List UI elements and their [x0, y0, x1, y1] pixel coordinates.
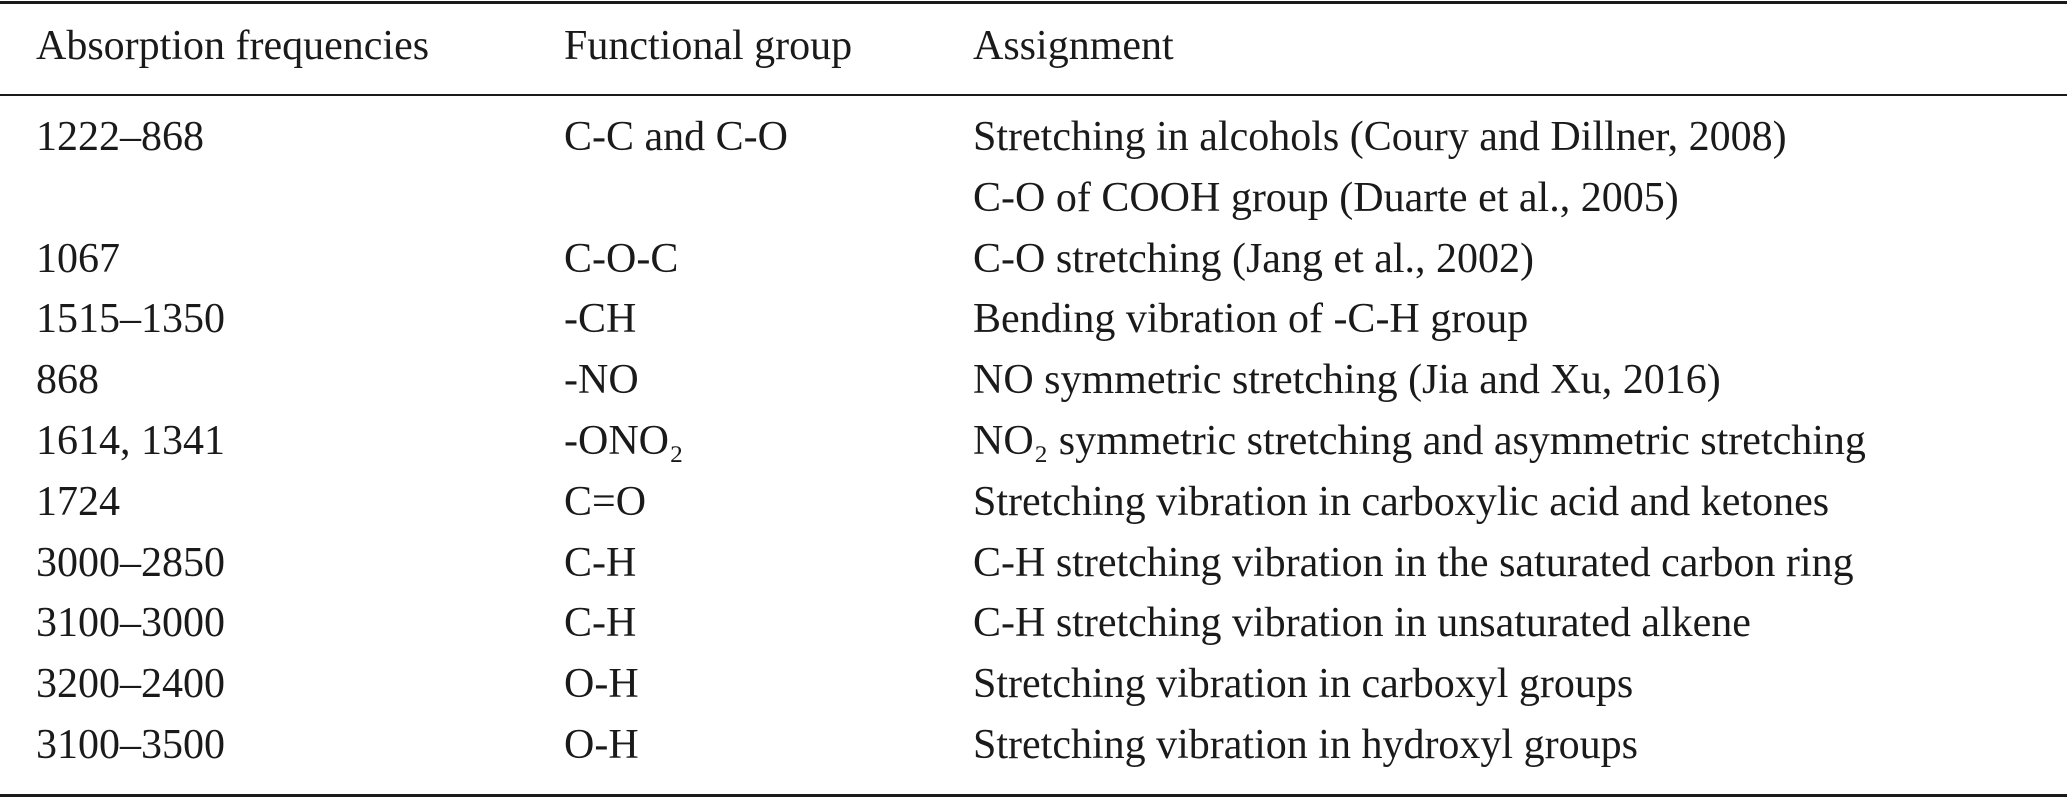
group-cell: O-H — [564, 661, 639, 708]
assignment-cell: NO symmetric stretching (Jia and Xu, 201… — [973, 357, 1721, 404]
group-cell: C=O — [564, 478, 647, 525]
assignment-cell: Stretching vibration in carboxyl groups — [973, 661, 1634, 708]
header-rule — [0, 94, 2067, 96]
assignment-cell: Stretching vibration in hydroxyl groups — [973, 722, 1638, 768]
group-cell: O-H — [564, 722, 639, 768]
group-cell: -CH — [564, 296, 637, 343]
frequency-cell: 3100–3000 — [36, 600, 225, 647]
assignment-cell: C-O stretching (Jang et al., 2002) — [973, 235, 1535, 282]
group-cell: C-O-C — [564, 235, 679, 282]
assignment-cell: Stretching in alcohols (Coury and Dillne… — [973, 114, 1787, 160]
top-rule — [0, 1, 2067, 4]
header-cell: Assignment — [973, 23, 1174, 69]
group-cell: C-H — [564, 539, 637, 586]
frequency-cell: 3000–2850 — [36, 539, 225, 586]
group-cell: C-C and C-O — [564, 114, 788, 160]
frequency-cell: 3200–2400 — [36, 661, 225, 708]
assignment-cell: Stretching vibration in carboxylic acid … — [973, 478, 1830, 525]
assignment-cell: C-H stretching vibration in the saturate… — [973, 539, 1854, 586]
frequency-cell: 1724 — [36, 478, 120, 525]
assignment-cell: C-O of COOH group (Duarte et al., 2005) — [973, 174, 1679, 221]
assignment-cell: Bending vibration of -C-H group — [973, 296, 1529, 343]
group-cell: -ONO₂ — [564, 418, 684, 464]
frequency-cell: 1067 — [36, 235, 120, 282]
assignment-cell: C-H stretching vibration in unsaturated … — [973, 600, 1751, 647]
bottom-rule — [0, 794, 2067, 797]
group-cell: -NO — [564, 357, 639, 404]
frequency-cell: 3100–3500 — [36, 722, 225, 768]
frequency-cell: 868 — [36, 357, 99, 404]
frequency-cell: 1222–868 — [36, 114, 204, 160]
header-cell: Absorption frequencies — [36, 23, 430, 69]
group-cell: C-H — [564, 600, 637, 647]
header-cell: Functional group — [564, 23, 853, 69]
frequency-cell: 1515–1350 — [36, 296, 225, 343]
assignment-cell: NO₂ symmetric stretching and asymmetric … — [973, 418, 1866, 464]
frequency-cell: 1614, 1341 — [36, 418, 225, 464]
